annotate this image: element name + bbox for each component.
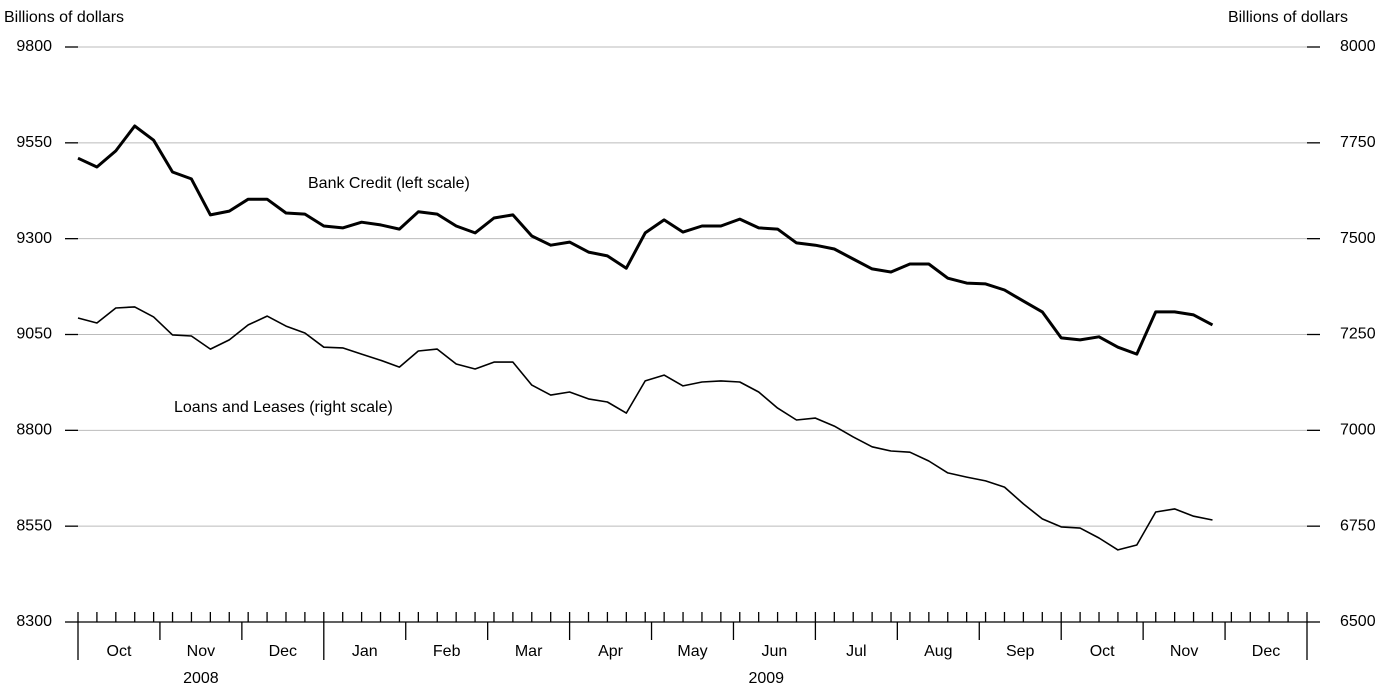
y-tick-label: 8800 — [16, 422, 52, 439]
x-tick-label: Mar — [515, 643, 543, 660]
x-tick-label: Jul — [846, 643, 866, 660]
series-line — [77, 306, 1213, 551]
y2-tick-label: 6750 — [1340, 517, 1376, 534]
year-label: 2009 — [748, 670, 784, 687]
year-label: 2008 — [183, 670, 219, 687]
x-tick-label: Dec — [1252, 643, 1280, 660]
y-tick-label: 9800 — [16, 38, 52, 55]
y2-tick-label: 6500 — [1340, 613, 1376, 630]
x-tick-label: Oct — [1090, 643, 1115, 660]
series-annotation: Loans and Leases (right scale) — [174, 399, 393, 416]
x-tick-label: Feb — [433, 643, 461, 660]
x-tick-label: Sep — [1006, 643, 1035, 660]
x-tick-label: Jan — [352, 643, 378, 660]
x-tick-label: Apr — [598, 643, 624, 660]
x-tick-label: Nov — [187, 643, 215, 660]
x-tick-label: Aug — [924, 643, 952, 660]
x-tick-label: May — [677, 643, 707, 660]
series-line — [77, 124, 1214, 356]
series-annotation: Bank Credit (left scale) — [308, 175, 470, 192]
y-tick-label: 9300 — [16, 230, 52, 247]
x-tick-label: Oct — [107, 643, 132, 660]
y-tick-label: 9550 — [16, 134, 52, 151]
y2-tick-label: 7000 — [1340, 422, 1376, 439]
x-tick-label: Nov — [1170, 643, 1198, 660]
y2-tick-label: 7750 — [1340, 134, 1376, 151]
y-tick-label: 8550 — [16, 517, 52, 534]
y2-tick-label: 8000 — [1340, 38, 1376, 55]
y-tick-label: 8300 — [16, 613, 52, 630]
y2-tick-label: 7250 — [1340, 326, 1376, 343]
x-tick-label: Jun — [762, 643, 788, 660]
y-tick-label: 9050 — [16, 326, 52, 343]
x-tick-label: Dec — [269, 643, 297, 660]
y-axis-label: Billions of dollars — [4, 9, 124, 26]
y2-tick-label: 7500 — [1340, 230, 1376, 247]
y2-axis-label: Billions of dollars — [1228, 9, 1348, 26]
